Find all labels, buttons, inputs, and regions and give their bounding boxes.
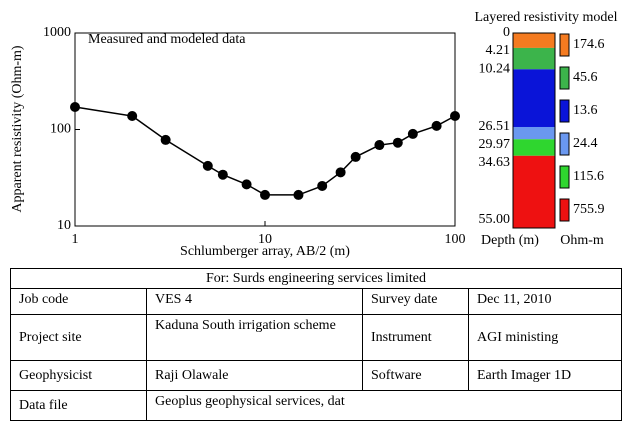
table-header: For: Surds engineering services limited [10,268,622,289]
cell: Earth Imager 1D [468,360,622,391]
cell: Data file [10,390,147,421]
x-tick-label: 10 [258,232,272,247]
info-table: For: Surds engineering services limited … [10,268,622,421]
cell: Geophysicist [10,360,147,391]
y-axis-label: Apparent resistivity (Ohm-m) [10,45,25,213]
data-point [431,120,442,131]
cell: Geoplus geophysical services, dat [146,390,622,421]
depth-label: 10.24 [479,62,511,77]
data-point [70,102,80,113]
data-point [335,167,346,178]
layer-block [513,33,555,48]
data-point [217,169,228,180]
data-line [74,106,456,196]
layer-block [513,139,555,156]
legend-label: 24.4 [573,136,598,151]
model-title: Layered resistivity model [474,10,617,25]
data-point [127,111,138,122]
cell: Instrument [362,314,469,361]
legend-swatch [559,66,570,90]
depth-label: 34.63 [479,155,511,170]
cell: Survey date [362,288,469,315]
cell: Job code [10,288,147,315]
y-tick-label: 10 [57,218,71,233]
legend-swatch [559,99,570,123]
depth-label: 4.21 [486,43,511,58]
data-point [450,111,460,122]
resistivity-label: Ohm-m [560,233,604,248]
chart: Measured and modeled data Schlumberger a… [10,10,617,259]
data-point [350,151,361,162]
x-axis-label: Schlumberger array, AB/2 (m) [180,244,350,259]
model-frame [512,32,556,229]
layer-block [513,47,555,70]
data-point [293,189,304,200]
x-tick-label: 100 [445,232,466,247]
legend-label: 45.6 [573,70,598,85]
data-point [241,179,252,190]
depth-label: 55.00 [479,212,511,227]
data-point [374,140,385,151]
legend-swatch [559,132,570,156]
data-point [317,180,328,191]
y-tick-label: 100 [50,122,71,137]
depth-label: Depth (m) [481,233,539,248]
data-point [407,128,418,139]
depth-label: 29.97 [479,137,511,152]
annotation: Measured and modeled data [88,32,246,47]
cell: Raji Olawale [146,360,363,391]
depth-label: 26.51 [479,119,511,134]
legend-swatch [559,165,570,189]
legend-swatch [559,198,570,222]
cell: Dec 11, 2010 [468,288,622,315]
y-tick-label: 1000 [43,25,71,40]
legend-label: 13.6 [573,103,598,118]
legend-label: 115.6 [573,169,604,184]
data-point [392,137,403,148]
legend-swatch [559,33,570,57]
layer-block [513,126,555,140]
cell: Software [362,360,469,391]
cell: Project site [10,314,147,361]
data-point [202,160,213,171]
layer-block [513,155,555,228]
x-tick-label: 1 [72,232,79,247]
cell: AGI ministing [468,314,622,361]
data-point [160,134,171,145]
legend-label: 174.6 [573,37,605,52]
depth-label: 0 [503,25,510,40]
legend-label: 755.9 [573,202,605,217]
cell: VES 4 [146,288,363,315]
data-point [260,189,270,200]
cell: Kaduna South irrigation scheme [146,314,363,361]
layer-block [513,69,555,127]
